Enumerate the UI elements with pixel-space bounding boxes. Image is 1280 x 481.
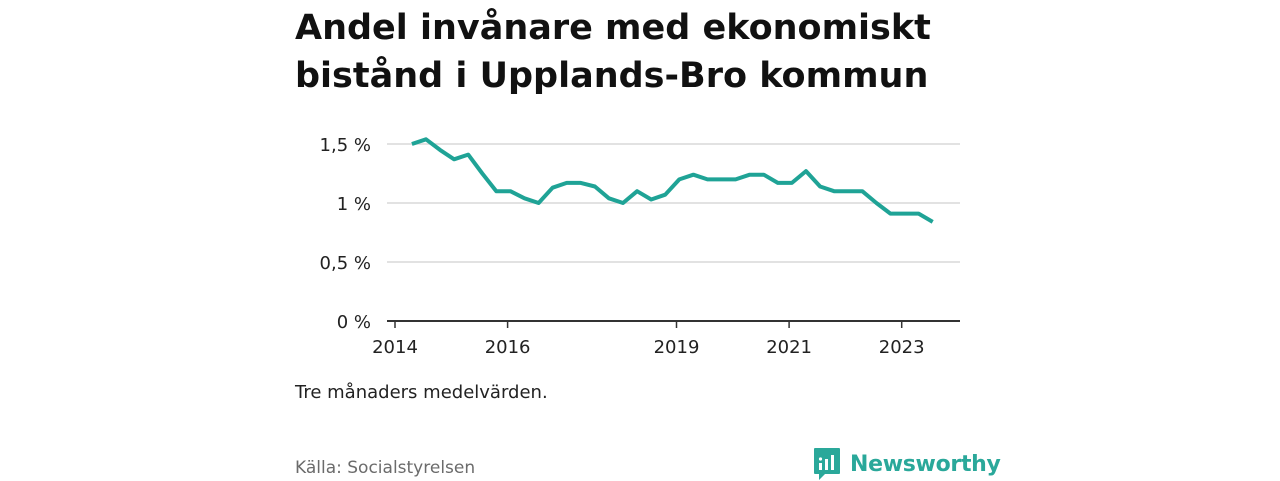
brand-name: Newsworthy (850, 451, 1001, 477)
x-tick-label: 2019 (654, 337, 700, 358)
brand-logo: Newsworthy (813, 447, 1001, 481)
series-line (411, 137, 934, 224)
y-axis-labels: 0 % 0,5 % 1 % 1,5 % (320, 135, 371, 333)
newsworthy-logo-icon (814, 448, 840, 480)
y-tick-label: 1,5 % (320, 135, 371, 156)
series-layer (411, 137, 934, 224)
x-tick-label: 2023 (879, 337, 925, 358)
gridlines (387, 143, 960, 263)
chart-title: Andel invånare med ekonomiskt bistånd i … (295, 8, 931, 96)
x-axis-labels: 2014 2016 2019 2021 2023 (372, 337, 925, 358)
y-tick-label: 0,5 % (320, 253, 371, 274)
y-tick-label: 0 % (337, 312, 371, 333)
x-axis (387, 320, 960, 328)
x-tick-label: 2016 (485, 337, 531, 358)
source-credit: Källa: Socialstyrelsen (295, 458, 476, 478)
chart-note: Tre månaders medelvärden. (295, 382, 548, 403)
x-tick-label: 2014 (372, 337, 418, 358)
y-tick-label: 1 % (337, 194, 371, 215)
x-tick-label: 2021 (766, 337, 812, 358)
